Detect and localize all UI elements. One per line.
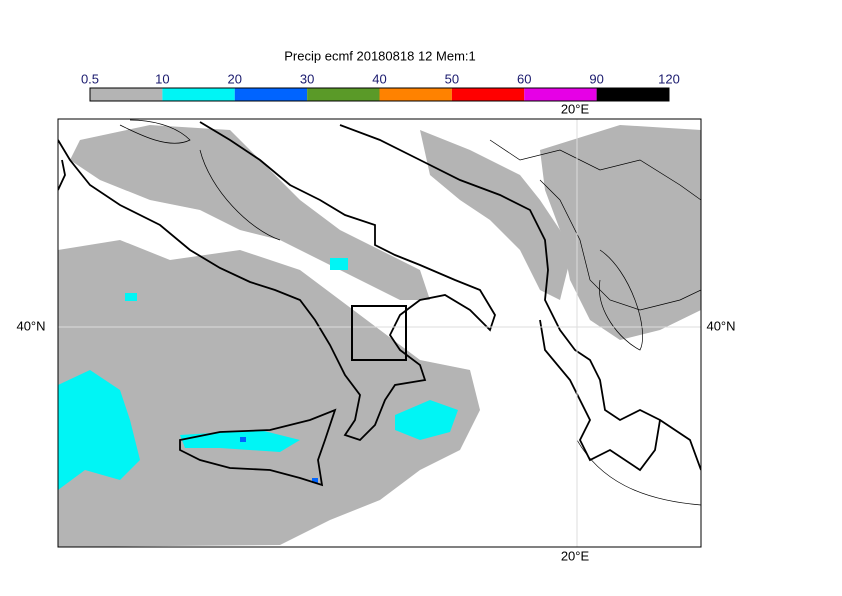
colorbar-label: 60 <box>517 71 531 86</box>
colorbar-label: 10 <box>155 71 169 86</box>
precip-heavy <box>395 400 458 440</box>
colorbar-label: 40 <box>372 71 386 86</box>
colorbar-segment <box>451 88 525 101</box>
map-title: Precip ecmf 20180818 12 Mem:1 <box>284 48 476 63</box>
colorbar-segment <box>524 88 597 101</box>
colorbar-segment <box>90 88 163 101</box>
colorbar-frame <box>89 87 670 102</box>
lat-label: 40°N <box>706 318 735 333</box>
precip-heavy <box>125 293 137 301</box>
colorbar-segment <box>234 88 308 101</box>
precip-moderate <box>240 437 246 442</box>
coastline <box>58 121 496 442</box>
coastline <box>179 408 337 487</box>
border <box>119 119 191 144</box>
coastline <box>339 124 661 472</box>
precip-area <box>180 290 320 380</box>
colorbar-label: 0.5 <box>81 71 99 86</box>
precip-area <box>540 125 701 340</box>
precip-area <box>420 130 570 300</box>
colorbar-label: 90 <box>589 71 603 86</box>
colorbar-segment <box>596 88 669 101</box>
lat-label: 40°N <box>16 318 45 333</box>
colorbar-segment <box>379 88 452 101</box>
colorbar-segment <box>307 88 380 101</box>
colorbar-label: 50 <box>445 71 459 86</box>
map-content <box>58 119 701 547</box>
precip-heavy <box>58 370 140 490</box>
border <box>599 249 643 351</box>
colorbar-label: 20 <box>228 71 242 86</box>
colorbar-label: 30 <box>300 71 314 86</box>
precip-heavy <box>330 258 348 270</box>
coastline <box>659 419 701 471</box>
coastline <box>58 159 66 191</box>
map-frame <box>57 118 702 548</box>
precip-moderate <box>312 478 318 483</box>
lon-label: 20°E <box>561 548 590 563</box>
border <box>489 139 701 201</box>
lon-label: 20°E <box>561 101 590 116</box>
border <box>576 439 701 506</box>
border <box>199 149 281 241</box>
border <box>539 179 701 311</box>
precip-area <box>58 240 480 547</box>
colorbar-label: 120 <box>658 71 680 86</box>
precip-area <box>70 125 430 300</box>
colorbar-segment <box>162 88 235 101</box>
colorbar: 0.5 10 20 30 40 50 60 90 120 <box>81 71 680 102</box>
region-box <box>351 305 407 361</box>
